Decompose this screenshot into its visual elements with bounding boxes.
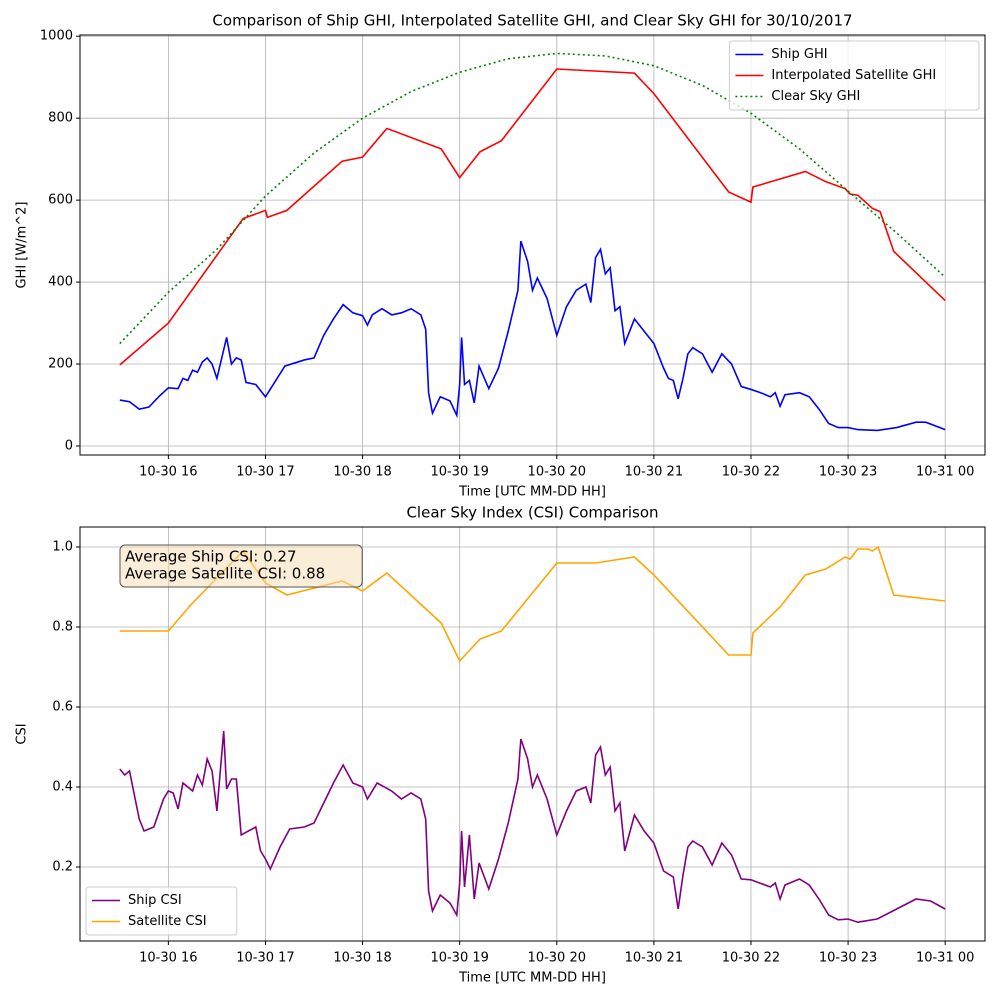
series-line — [119, 68, 946, 366]
y-tick-label: 200 — [48, 357, 73, 372]
y-tick-label: 0 — [65, 438, 73, 453]
series-line — [119, 240, 946, 432]
x-tick-label: 10-30 23 — [819, 465, 877, 480]
x-tick-label: 10-30 17 — [236, 951, 294, 966]
series-line — [119, 730, 946, 924]
chart-title: Comparison of Ship GHI, Interpolated Sat… — [212, 12, 852, 30]
legend: Ship CSI Satellite CSI — [85, 886, 238, 936]
series-line — [119, 52, 946, 345]
subplot: 0.2 0.4 0.6 0.8 1.0 10-30 16 10-30 17 10-30 18 1… — [15, 504, 986, 986]
legend-label: Interpolated Satellite GHI — [771, 68, 936, 83]
x-tick-label: 10-30 16 — [139, 951, 197, 966]
y-tick-label: 1000 — [40, 29, 73, 44]
chart-title: Clear Sky Index (CSI) Comparison — [406, 504, 658, 522]
subplot: 0 200 400 600 800 1000 10-30 16 10-30 17 10-30 1… — [15, 12, 986, 500]
y-axis-label: CSI — [15, 723, 30, 744]
y-tick-label: 0.6 — [52, 700, 73, 715]
x-tick-label: 10-30 20 — [528, 465, 586, 480]
x-tick-label: 10-30 18 — [333, 465, 391, 480]
x-tick-label: 10-30 23 — [819, 951, 877, 966]
x-tick-label: 10-30 16 — [139, 465, 197, 480]
x-axis-label: Time [UTC MM-DD HH] — [458, 971, 606, 986]
legend-label: Satellite CSI — [128, 914, 207, 929]
y-axis-label: GHI [W/m^2] — [15, 201, 30, 288]
x-tick-label: 10-30 21 — [625, 951, 683, 966]
y-tick-label: 800 — [48, 111, 73, 126]
x-tick-label: 10-30 21 — [625, 465, 683, 480]
axes-frame — [79, 526, 986, 942]
x-tick-label: 10-30 22 — [722, 951, 780, 966]
x-tick-label: 10-30 19 — [430, 951, 488, 966]
x-tick-label: 10-30 22 — [722, 465, 780, 480]
annotation-box — [119, 544, 363, 588]
y-tick-label: 0.8 — [52, 620, 73, 635]
x-tick-label: 10-30 19 — [430, 465, 488, 480]
y-tick-label: 400 — [48, 275, 73, 290]
y-tick-label: 1.0 — [52, 540, 73, 555]
legend-label: Ship GHI — [771, 47, 827, 62]
legend-label: Ship CSI — [128, 893, 182, 908]
x-axis-label: Time [UTC MM-DD HH] — [458, 485, 606, 500]
x-tick-label: 10-30 18 — [333, 951, 391, 966]
legend: Ship GHI Interpolated Satellite GHI Clear … — [728, 40, 980, 111]
plot-area — [80, 527, 985, 941]
x-tick-label: 10-30 17 — [236, 465, 294, 480]
legend-box — [85, 886, 238, 936]
annotation-text: Average Satellite CSI: 0.88 — [125, 565, 325, 583]
y-tick-label: 0.4 — [52, 780, 73, 795]
y-tick-label: 0.2 — [52, 860, 73, 875]
series-line — [119, 545, 946, 663]
legend-box — [728, 40, 980, 111]
x-tick-label: 10-30 20 — [528, 951, 586, 966]
y-tick-label: 600 — [48, 193, 73, 208]
axes-frame — [79, 34, 986, 456]
annotation-text: Average Ship CSI: 0.27 — [125, 548, 297, 566]
x-tick-label: 10-31 00 — [916, 951, 974, 966]
x-tick-label: 10-31 00 — [916, 465, 974, 480]
legend-label: Clear Sky GHI — [771, 89, 860, 104]
